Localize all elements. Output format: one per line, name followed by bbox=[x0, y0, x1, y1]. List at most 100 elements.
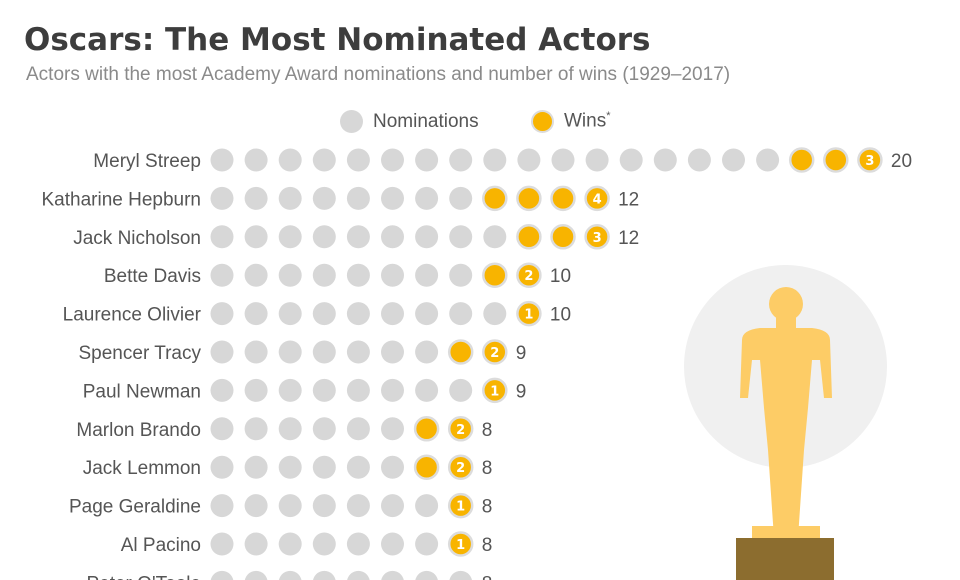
win-dot bbox=[550, 185, 576, 212]
nomination-dot bbox=[483, 225, 507, 249]
wins-count-label: 1 bbox=[456, 500, 465, 515]
nomination-dot bbox=[517, 148, 541, 172]
nomination-dot bbox=[346, 494, 370, 518]
nominations-total-label: 8 bbox=[482, 458, 493, 479]
wins-count-label: 3 bbox=[865, 154, 874, 169]
chart-row: Bette Davis 2 10 bbox=[104, 262, 571, 288]
nomination-dot bbox=[381, 302, 404, 326]
row-label: Meryl Streep bbox=[93, 151, 201, 172]
nomination-dot bbox=[756, 148, 780, 172]
nomination-dot bbox=[346, 186, 370, 210]
nomination-dot bbox=[585, 148, 609, 172]
nominations-total-label: 8 bbox=[482, 573, 493, 580]
wins-count-label: 2 bbox=[456, 461, 465, 476]
nomination-dot bbox=[278, 148, 302, 172]
nomination-dot bbox=[210, 378, 234, 402]
legend-nominations-label: Nominations bbox=[373, 110, 479, 132]
nomination-dot bbox=[278, 378, 302, 402]
nomination-dot bbox=[244, 378, 268, 402]
nomination-dot bbox=[415, 570, 438, 580]
nomination-dot bbox=[312, 378, 336, 402]
win-dot bbox=[516, 300, 542, 327]
row-label: Paul Newman bbox=[83, 381, 201, 402]
nomination-dot bbox=[210, 570, 234, 580]
nomination-dot bbox=[278, 417, 302, 441]
nominations-total-label: 12 bbox=[618, 189, 639, 210]
chart-row: Jack Lemmon 2 8 bbox=[83, 454, 493, 480]
nomination-dot bbox=[313, 570, 336, 580]
wins-count-label: 2 bbox=[456, 423, 465, 438]
nomination-dot bbox=[244, 225, 268, 249]
nomination-dot bbox=[381, 532, 404, 556]
nomination-dot bbox=[415, 263, 439, 287]
win-dot bbox=[447, 339, 474, 365]
nomination-dot bbox=[210, 455, 234, 479]
nomination-dot bbox=[483, 148, 507, 172]
oscar-statue-icon bbox=[736, 287, 834, 580]
nominations-total-label: 8 bbox=[482, 497, 493, 518]
nomination-dot bbox=[210, 148, 234, 172]
nomination-dot bbox=[278, 494, 302, 518]
chart-row: Marlon Brando 2 8 bbox=[76, 416, 492, 442]
nomination-dot bbox=[415, 340, 439, 364]
nomination-dot bbox=[415, 148, 439, 172]
chart-row: Al Pacino 1 8 bbox=[121, 531, 493, 557]
nomination-dot bbox=[244, 494, 268, 518]
nomination-dot bbox=[210, 263, 234, 287]
nominations-total-label: 10 bbox=[550, 266, 571, 287]
nomination-dot bbox=[346, 455, 370, 479]
row-label: Marlon Brando bbox=[76, 420, 201, 441]
nomination-dot bbox=[278, 570, 302, 580]
nomination-dot bbox=[415, 302, 439, 326]
nomination-dot bbox=[449, 148, 473, 172]
wins-count-label: 1 bbox=[524, 308, 533, 323]
legend-wins-dot bbox=[531, 110, 554, 133]
nomination-dot bbox=[415, 532, 439, 556]
nomination-dot bbox=[312, 302, 336, 326]
nomination-dot bbox=[346, 263, 370, 287]
nomination-dot bbox=[312, 225, 336, 249]
nomination-dot bbox=[244, 532, 268, 556]
nomination-dot bbox=[381, 417, 404, 441]
nomination-dot bbox=[449, 263, 473, 287]
win-dot bbox=[413, 454, 440, 480]
nomination-dot bbox=[244, 148, 268, 172]
nomination-dot bbox=[312, 186, 336, 210]
nomination-dot bbox=[381, 225, 404, 249]
win-dot bbox=[413, 416, 440, 442]
nominations-total-label: 9 bbox=[516, 343, 527, 364]
nomination-dot bbox=[210, 340, 234, 364]
win-dot bbox=[447, 531, 474, 557]
nomination-dot bbox=[722, 148, 745, 172]
nomination-dot bbox=[312, 455, 336, 479]
legend-wins-label: Wins bbox=[564, 110, 607, 132]
nomination-dot bbox=[346, 225, 370, 249]
nominations-total-label: 20 bbox=[891, 151, 912, 172]
nomination-dot bbox=[278, 225, 302, 249]
nomination-dot bbox=[312, 148, 336, 172]
nomination-dot bbox=[210, 417, 234, 441]
win-dot bbox=[516, 262, 542, 288]
win-dot bbox=[447, 492, 474, 519]
chart-row: Peter O'Toole 8 bbox=[86, 570, 493, 580]
win-dot bbox=[788, 147, 815, 173]
nominations-total-label: 8 bbox=[482, 535, 493, 556]
nomination-dot bbox=[619, 148, 643, 172]
nomination-dot bbox=[415, 378, 439, 402]
wins-count-label: 2 bbox=[490, 346, 499, 361]
nomination-dot bbox=[449, 570, 472, 580]
nomination-dot bbox=[381, 186, 404, 210]
nomination-dot bbox=[483, 302, 507, 326]
win-dot bbox=[447, 454, 474, 480]
nomination-dot bbox=[449, 186, 473, 210]
nomination-dot bbox=[244, 340, 268, 364]
wins-count-label: 1 bbox=[456, 538, 465, 553]
nomination-dot bbox=[449, 378, 473, 402]
nomination-dot bbox=[347, 570, 370, 580]
nomination-dot bbox=[244, 417, 268, 441]
row-label: Katharine Hepburn bbox=[42, 189, 202, 210]
nomination-dot bbox=[210, 494, 234, 518]
win-dot bbox=[516, 185, 542, 212]
